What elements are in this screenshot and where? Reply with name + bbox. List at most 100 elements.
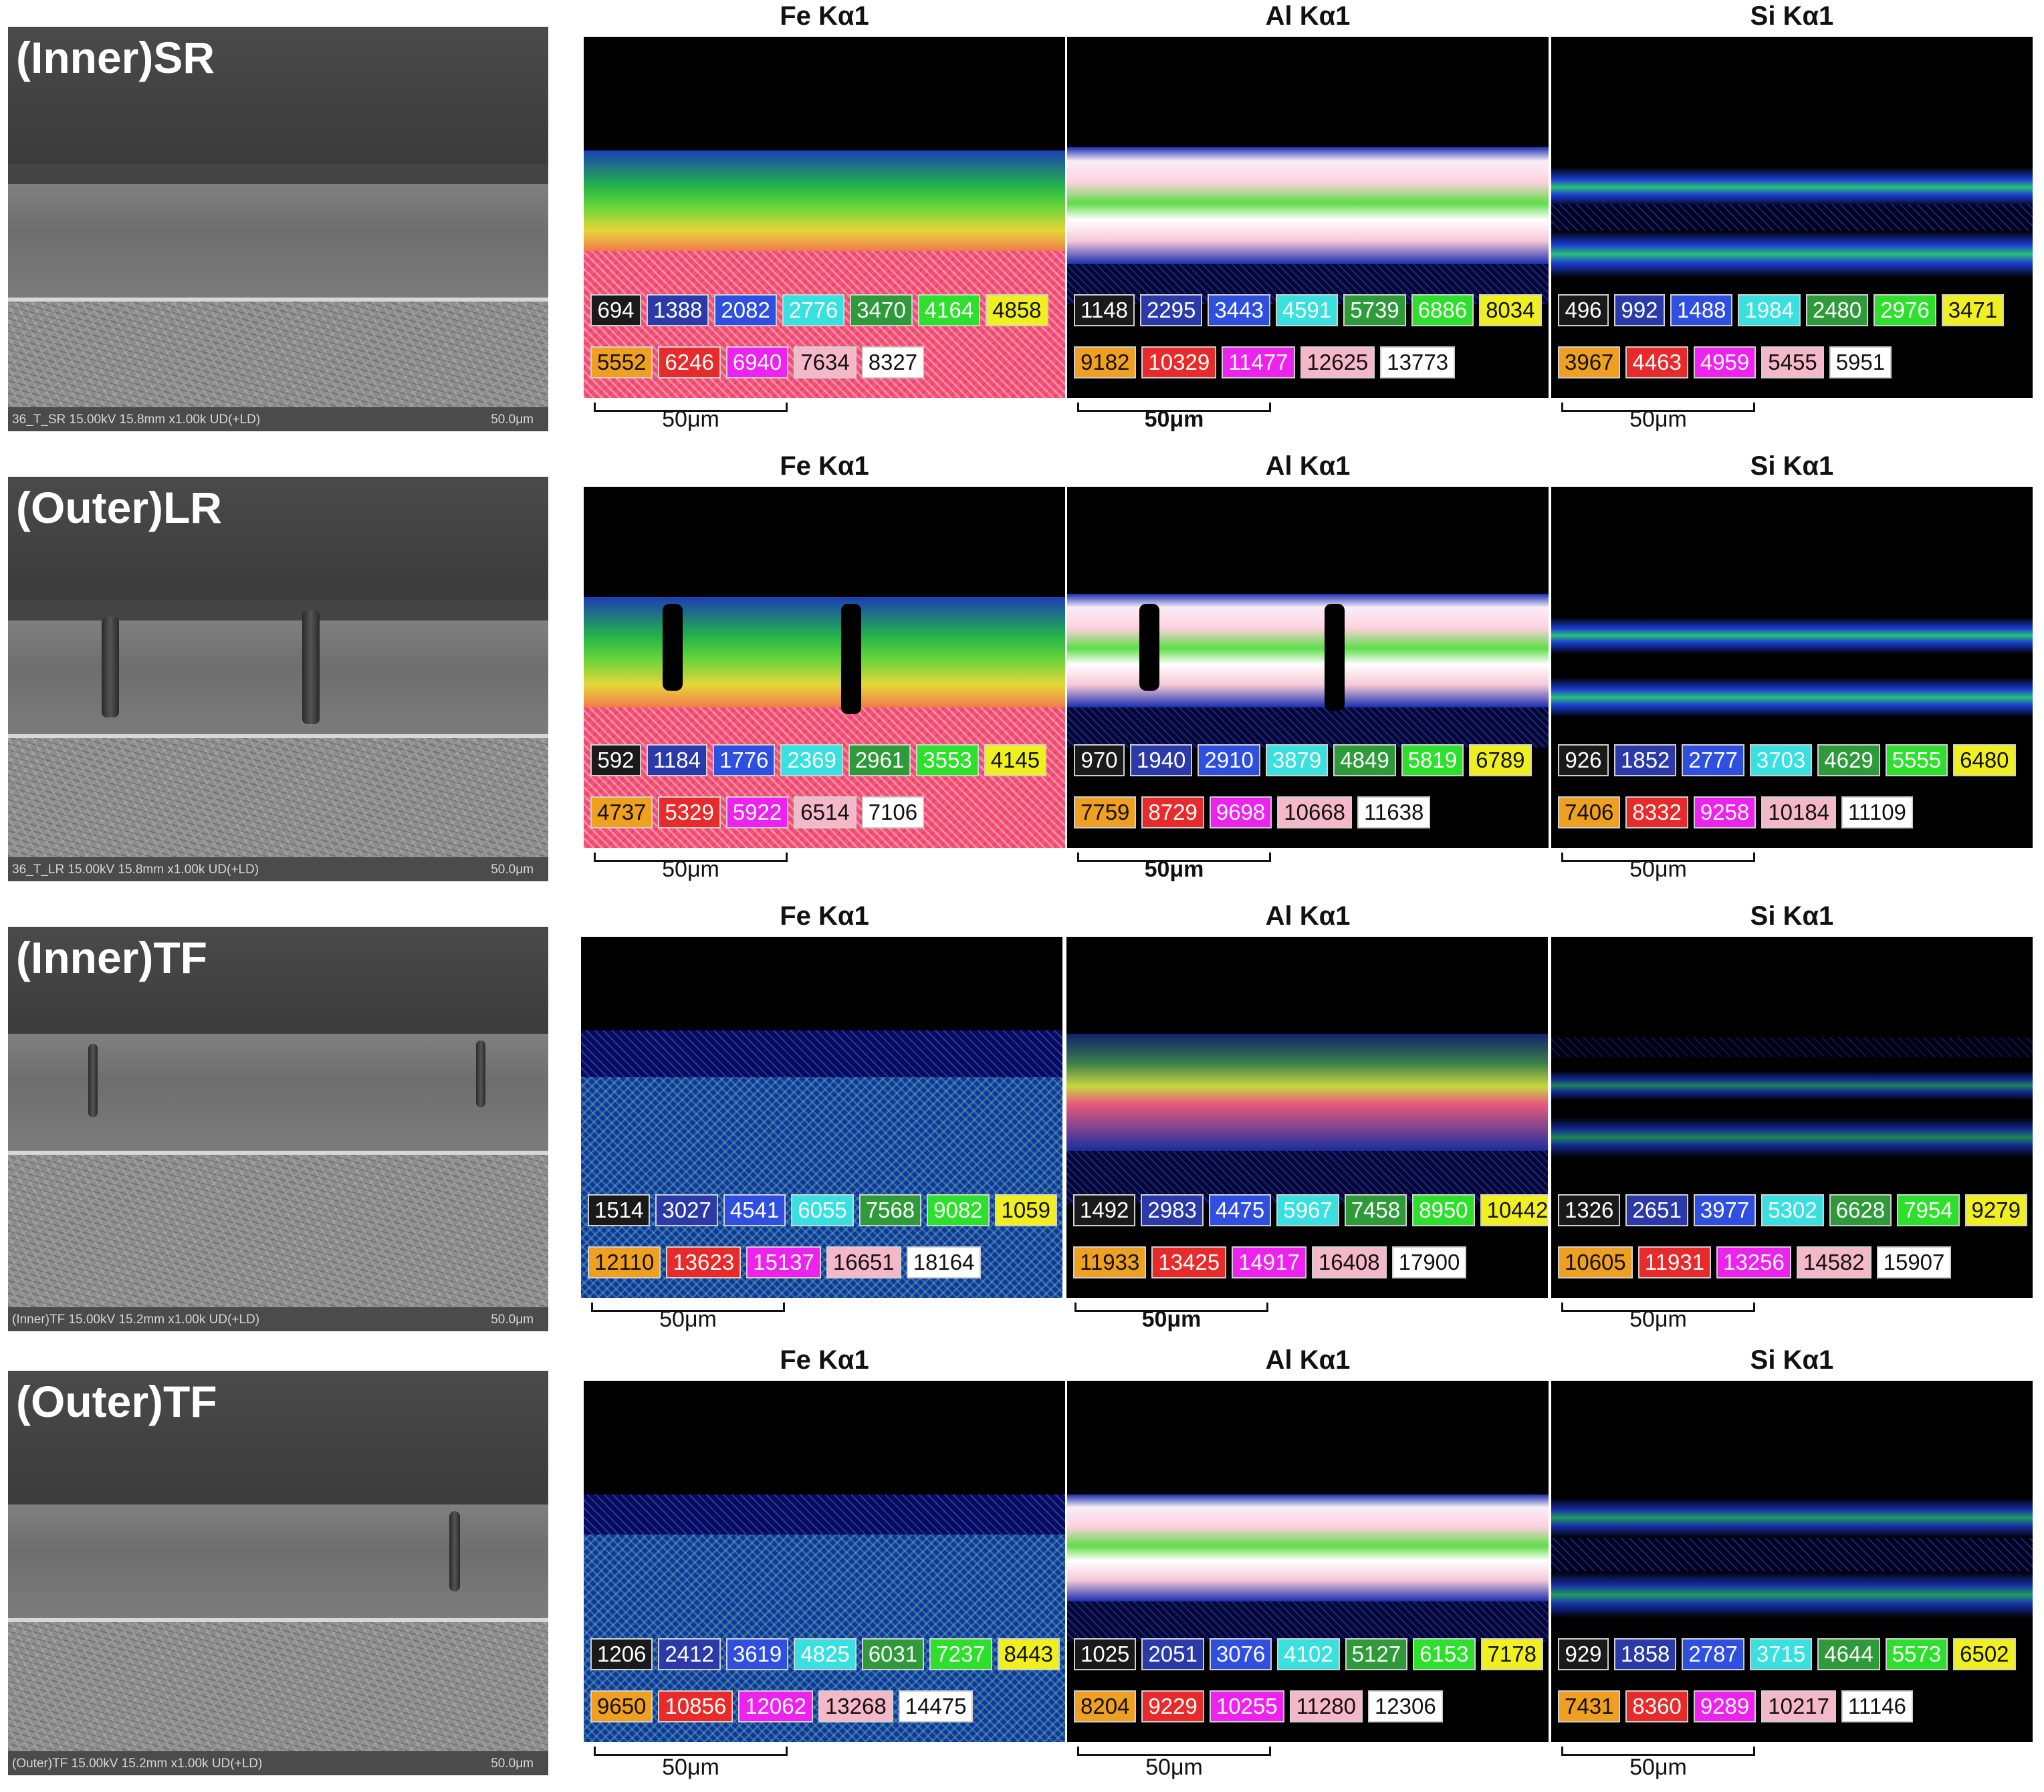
sem-title: (Inner)SR [16,33,215,82]
legend-box: 1940 [1130,744,1193,776]
legend-box: 3619 [725,1638,789,1670]
legend-box: 18164 [906,1246,982,1278]
scale-label: 50μm [659,1307,717,1332]
scale-label: 50μm [662,1755,719,1780]
legend-box: 7759 [1074,796,1137,828]
legend: 3967 4463 4959 5455 5951 [1558,346,1892,380]
legend-box: 496 [1558,294,1609,326]
legend-box: 2412 [658,1638,721,1670]
legend-box: 15907 [1876,1246,1952,1278]
eds-map-al: 1025 2051 3076 4102 5127 6153 7178 8204 … [1067,1381,1549,1742]
legend-box: 4541 [723,1194,786,1226]
legend-box: 3076 [1209,1638,1272,1670]
legend-box: 5739 [1343,294,1406,326]
legend-box: 6480 [1953,744,2016,776]
legend-box: 3977 [1693,1194,1756,1226]
legend-box: 9229 [1141,1690,1204,1722]
scale-label: 50μm [1144,857,1204,882]
sem-title: (Outer)LR [16,483,222,532]
sem-image: (Inner)SR 36_T_SR 15.00kV 15.8mm x1.00k … [8,27,548,431]
scale-label: 50μm [1629,407,1687,432]
panel-title: Si Kα1 [1750,451,1834,481]
legend-box: 13425 [1151,1246,1227,1278]
eds-map-si: 926 1852 2777 3703 4629 5555 6480 7406 8… [1551,487,2033,848]
legend-box: 11477 [1222,346,1295,378]
legend-box: 8443 [997,1638,1060,1670]
legend-box: 12062 [738,1690,813,1722]
legend-box: 5573 [1885,1638,1948,1670]
legend-box: 7178 [1480,1638,1543,1670]
legend-box: 14917 [1232,1246,1307,1278]
legend-box: 13773 [1380,346,1456,378]
sem-scale: 50.0μm [491,1313,534,1327]
legend-box: 9082 [927,1194,990,1226]
legend-box: 7237 [929,1638,992,1670]
legend-box: 2082 [714,294,777,326]
scale-label: 50μm [1145,1755,1203,1780]
legend-box: 6502 [1953,1638,2016,1670]
sem-image: (Outer)LR 36_T_LR 15.00kV 15.8mm x1.00k … [8,477,548,881]
scale-label: 50μm [662,407,719,432]
scale-bar [1074,1303,1268,1312]
sem-scale: 50.0μm [491,413,534,427]
scale-bar [1077,403,1271,412]
legend-box: 1858 [1614,1638,1677,1670]
legend: 5552 6246 6940 7634 8327 [590,346,925,380]
legend-box: 2651 [1625,1194,1688,1226]
legend: 11933 13425 14917 16408 17900 [1073,1246,1467,1280]
legend-box: 6940 [725,346,789,378]
legend-box: 5302 [1761,1194,1824,1226]
legend: 929 1858 2787 3715 4644 5573 6502 [1558,1638,2016,1672]
legend-box: 5967 [1276,1194,1339,1226]
scale-bar [591,1303,785,1312]
legend-box: 11931 [1637,1246,1712,1278]
eds-map-fe: 1206 2412 3619 4825 6031 7237 8443 9650 … [584,1381,1065,1742]
eds-map-fe: 694 1388 2082 2776 3470 4164 4858 5552 6… [584,37,1065,398]
legend-box: 2480 [1805,294,1869,326]
legend-box: 12625 [1300,346,1375,378]
legend: 694 1388 2082 2776 3470 4164 4858 [590,294,1048,328]
sem-info: 36_T_SR 15.00kV 15.8mm x1.00k UD(+LD) [12,413,261,427]
legend: 1025 2051 3076 4102 5127 6153 7178 [1074,1638,1543,1672]
panel-title: Fe Kα1 [780,1345,869,1375]
scale-label: 50μm [1141,1307,1202,1332]
legend: 926 1852 2777 3703 4629 5555 6480 [1558,744,2016,778]
legend-box: 12110 [588,1246,661,1278]
legend-box: 2776 [782,294,845,326]
legend-box: 8360 [1625,1690,1688,1722]
legend-box: 1852 [1614,744,1677,776]
scale-bar [1077,853,1271,862]
panel-title: Al Kα1 [1265,1,1351,31]
eds-map-fe: 592 1184 1776 2369 2961 3553 4145 4737 5… [584,487,1065,848]
legend-box: 8950 [1412,1194,1475,1226]
legend-box: 13268 [818,1690,893,1722]
legend-box: 14582 [1796,1246,1871,1278]
scale-label: 50μm [662,857,719,882]
eds-map-si: 929 1858 2787 3715 4644 5573 6502 7431 8… [1551,1381,2033,1742]
sem-title: (Outer)TF [16,1377,217,1426]
legend-box: 694 [590,294,641,326]
sem-scale: 50.0μm [491,1757,534,1771]
scale-bar [1561,853,1755,862]
legend-box: 11146 [1841,1690,1913,1722]
scale-label: 50μm [1629,1755,1687,1780]
legend-box: 5819 [1401,744,1464,776]
legend-box: 10217 [1761,1690,1837,1722]
legend-box: 1776 [712,744,776,776]
legend: 1148 2295 3443 4591 5739 6886 8034 [1074,294,1542,328]
legend-box: 17900 [1391,1246,1467,1278]
legend-box: 9650 [590,1690,653,1722]
legend-box: 9279 [1964,1194,2027,1226]
legend-box: 1059 [994,1194,1057,1226]
legend: 9182 10329 11477 12625 13773 [1074,346,1456,380]
legend-box: 3715 [1749,1638,1813,1670]
legend-box: 12306 [1367,1690,1443,1722]
legend: 12110 13623 15137 16651 18164 [588,1246,982,1280]
legend: 1326 2651 3977 5302 6628 7954 9279 [1558,1194,2027,1228]
legend-box: 1206 [590,1638,653,1670]
legend-box: 6055 [791,1194,854,1226]
scale-bar [594,403,788,412]
eds-map-al: 970 1940 2910 3879 4849 5819 6789 7759 8… [1067,487,1549,848]
legend-box: 4959 [1693,346,1756,378]
legend-box: 9289 [1693,1690,1756,1722]
